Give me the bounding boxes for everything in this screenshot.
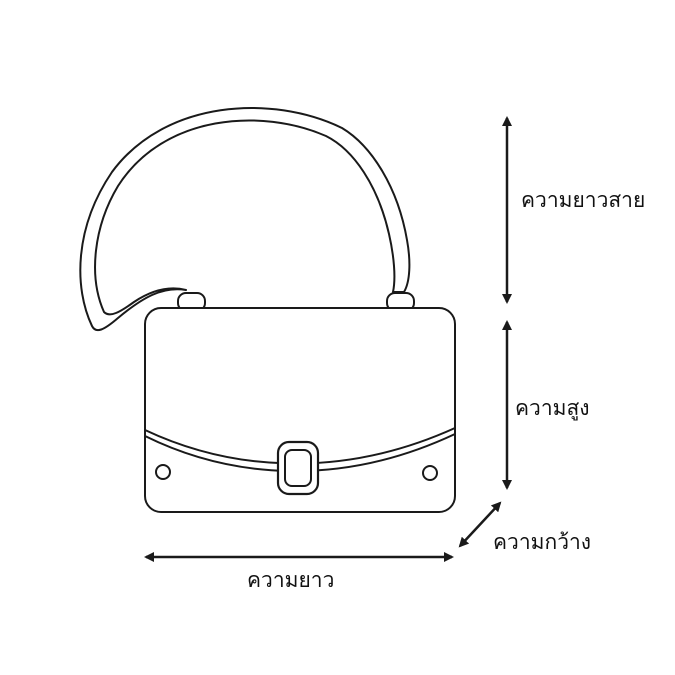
strap-outline bbox=[79, 107, 411, 332]
width-label: ความกว้าง bbox=[493, 531, 592, 554]
length-label: ความยาว bbox=[247, 569, 335, 592]
height-label: ความสูง bbox=[515, 397, 590, 420]
clasp-inner bbox=[284, 449, 312, 487]
rivet-left bbox=[155, 464, 171, 480]
strap-length-label: ความยาวสาย bbox=[521, 189, 646, 212]
rivet-right bbox=[422, 465, 438, 481]
width-arrow bbox=[458, 501, 502, 548]
